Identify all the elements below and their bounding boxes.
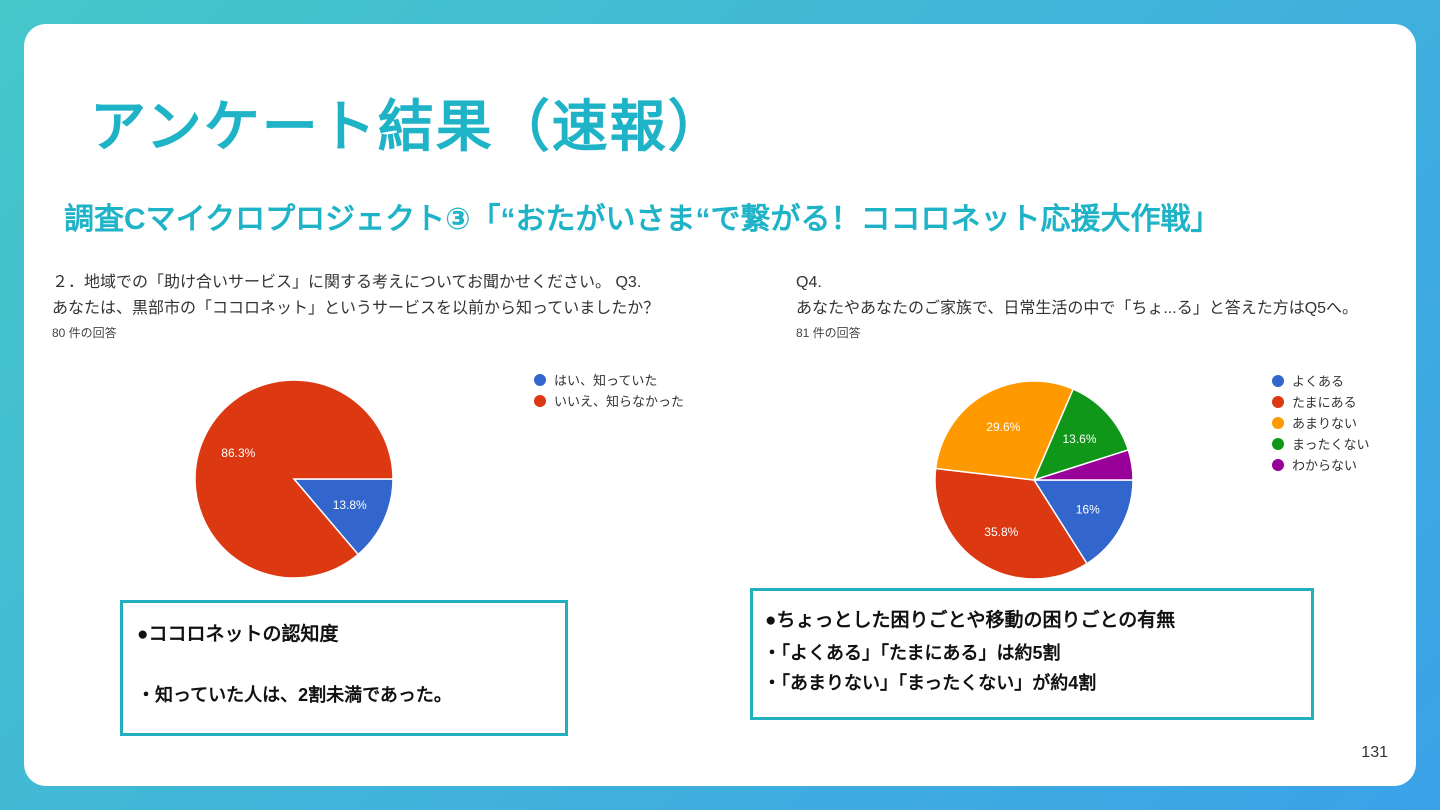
legend-label-1-4: わからない [1292, 458, 1358, 473]
right-question: Q4. あなたやあなたのご家族で、日常生活の中で「ちょ...る」と答えた方はQ5… [796, 270, 1358, 322]
legend-dot-1-1 [1272, 395, 1284, 408]
legend-label-1-1: たまにある [1292, 395, 1357, 410]
left-question-line1: ２．地域での「助け合いサービス」に関する考えについてお聞かせください。 Q3. [52, 274, 642, 291]
pie-label-0-1: 86.3% [221, 446, 255, 460]
left-question-line2: あなたは、黒部市の「ココロネット」というサービスを以前から知っていましたか？ [52, 300, 660, 317]
right-question-line2: あなたやあなたのご家族で、日常生活の中で「ちょ...る」と答えた方はQ5へ。 [796, 300, 1359, 317]
left-summary-line: ・知っていた人は、2割未満であった。 [137, 685, 452, 705]
legend-label-1-2: あまりない [1292, 416, 1358, 431]
right-summary-heading: ●ちょっとした困りごとや移動の困りごとの有無 [765, 610, 1176, 631]
pie-slice-0-1 [194, 379, 394, 579]
legend-item-1-0: よくある [1272, 370, 1369, 391]
pie-slice-1-2 [934, 380, 1075, 481]
left-legend: はい、知っていたいいえ、知らなかった [534, 369, 684, 411]
right-pie-chart: 16% 35.8% 29.6% 13.6% [934, 380, 1134, 580]
legend-item-1-2: あまりない [1272, 412, 1369, 433]
left-pie-chart: 13.8% 86.3% [194, 379, 394, 579]
left-response-count: 80 件の回答 [52, 326, 117, 340]
legend-label-0-1: いいえ、知らなかった [554, 394, 685, 409]
pie-slice-1-0 [1032, 479, 1134, 565]
page-title: アンケート結果（速報） [90, 95, 726, 158]
pie-slice-1-1 [934, 467, 1088, 580]
left-summary-box: ●ココロネットの認知度 ・知っていた人は、2割未満であった。 [120, 600, 568, 736]
legend-label-1-3: まったくない [1292, 437, 1370, 452]
legend-dot-0-0 [534, 373, 546, 386]
legend-item-1-3: まったくない [1272, 433, 1369, 454]
right-question-line1: Q4. [796, 274, 822, 291]
right-summary-line2: ・「あまりない」「まったくない」が約4割 [763, 673, 1097, 693]
pie-label-1-2: 29.6% [986, 420, 1020, 434]
legend-label-1-0: よくある [1292, 374, 1345, 389]
right-summary-box: ●ちょっとした困りごとや移動の困りごとの有無 ・「よくある」「たまにある」は約5… [750, 588, 1314, 720]
legend-label-0-0: はい、知っていた [554, 373, 658, 388]
pie-label-1-1: 35.8% [984, 525, 1018, 539]
page-subtitle: 調査Cマイクロプロジェクト③「“おたがいさま“で繋がる！ココロネット応援大作戦」 [64, 203, 1221, 236]
pie-label-1-3: 13.6% [1062, 432, 1096, 446]
legend-dot-0-1 [534, 394, 546, 407]
page-number: 131 [1361, 744, 1388, 761]
pie-slice-0-0 [292, 478, 394, 556]
right-summary-line1: ・「よくある」「たまにある」は約5割 [763, 643, 1061, 663]
legend-item-0-0: はい、知っていた [534, 369, 684, 390]
legend-dot-1-2 [1272, 416, 1284, 429]
left-question: ２．地域での「助け合いサービス」に関する考えについてお聞かせください。 Q3. … [52, 270, 659, 322]
right-legend: よくあるたまにあるあまりないまったくない わからない [1272, 370, 1369, 475]
legend-dot-1-3 [1272, 437, 1284, 450]
legend-item-0-1: いいえ、知らなかった [534, 390, 684, 411]
left-summary-heading: ●ココロネットの認知度 [137, 624, 339, 645]
pie-label-0-0: 13.8% [333, 498, 367, 512]
right-response-count: 81 件の回答 [796, 326, 861, 340]
slide-card: アンケート結果（速報） 調査Cマイクロプロジェクト③「“おたがいさま“で繋がる！… [24, 24, 1416, 786]
pie-label-1-0: 16% [1076, 503, 1100, 517]
legend-dot-1-0 [1272, 374, 1284, 387]
legend-item-1-4: わからない [1272, 454, 1369, 475]
legend-item-1-1: たまにある [1272, 391, 1369, 412]
pie-slice-1-4 [1033, 449, 1134, 481]
legend-dot-1-4 [1272, 458, 1284, 471]
